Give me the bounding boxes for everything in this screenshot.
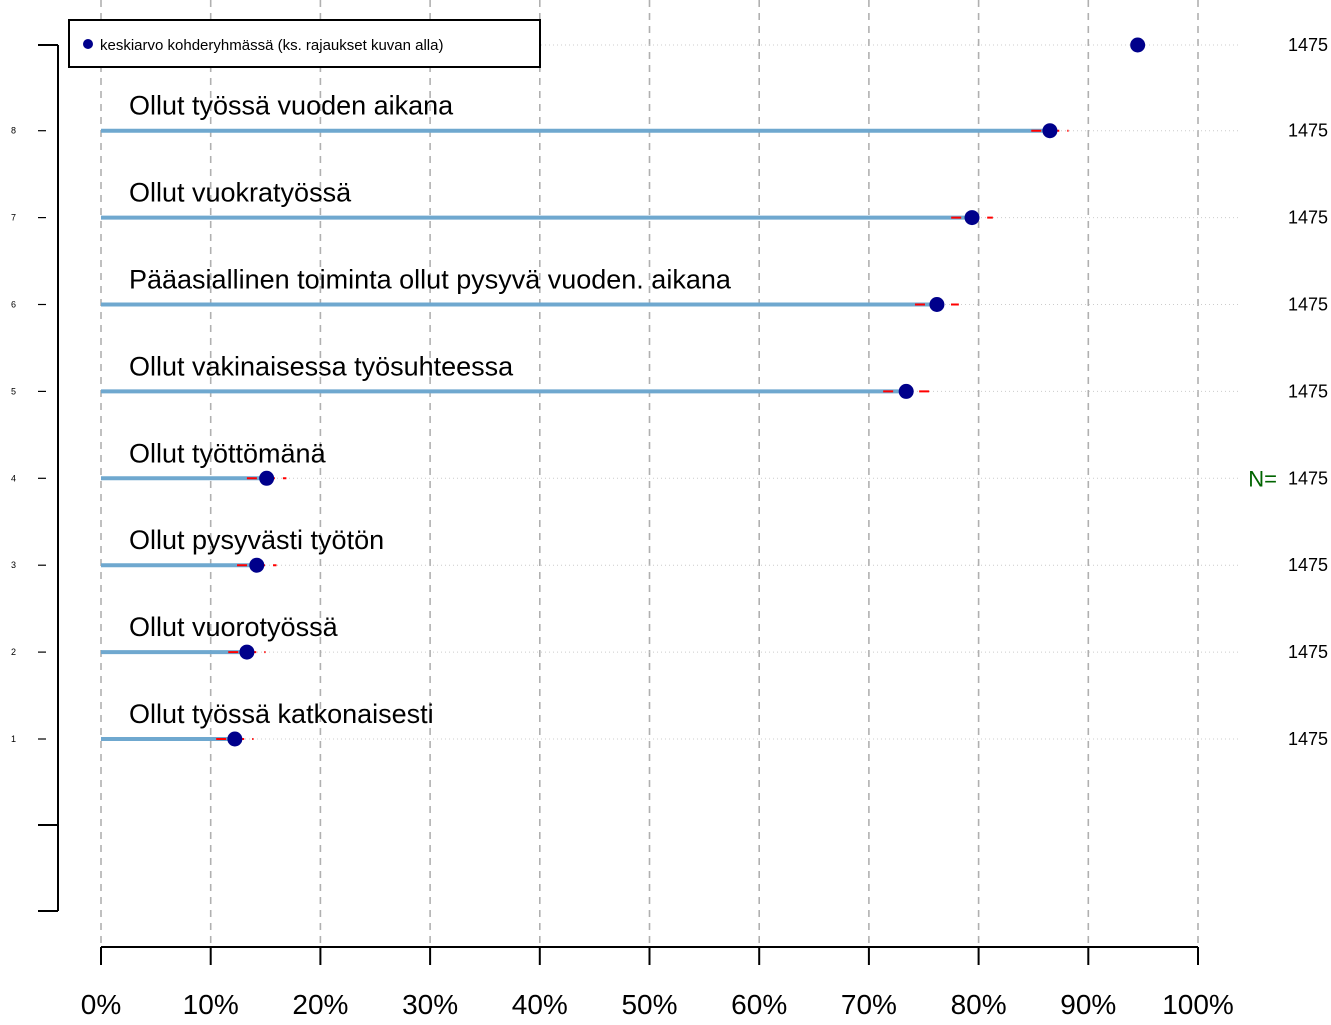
x-tick-label: 50% xyxy=(621,989,677,1020)
legend-point-icon xyxy=(83,39,93,49)
row-label: Ollut pysyvästi työtön xyxy=(129,525,384,555)
legend-label: keskiarvo kohderyhmässä (ks. rajaukset k… xyxy=(100,37,443,54)
value-point xyxy=(929,297,945,312)
n-label: 1475 xyxy=(1288,121,1328,141)
legend-mean-point xyxy=(1130,37,1146,53)
y-tick-label: 3 xyxy=(11,560,16,570)
n-label: 1475 xyxy=(1288,642,1328,662)
x-tick-label: 70% xyxy=(841,989,897,1020)
y-tick-label: 6 xyxy=(11,300,16,310)
x-tick-label: 100% xyxy=(1162,989,1234,1020)
n-label: 1475 xyxy=(1288,381,1328,401)
x-tick-label: 20% xyxy=(292,989,348,1020)
row-label: Ollut työttömänä xyxy=(129,438,327,468)
value-point xyxy=(249,557,265,573)
y-tick-label: 1 xyxy=(11,734,16,744)
x-tick-label: 60% xyxy=(731,989,787,1020)
n-label: 1475 xyxy=(1288,208,1328,228)
grid-layer xyxy=(100,0,1240,947)
y-tick-label: 5 xyxy=(11,386,16,396)
legend-n-label: 1475 xyxy=(1288,35,1328,55)
row-label: Ollut vuorotyössä xyxy=(129,612,339,642)
legend: keskiarvo kohderyhmässä (ks. rajaukset k… xyxy=(68,19,541,68)
row-label: Pääasiallinen toiminta ollut pysyvä vuod… xyxy=(129,265,732,295)
rows-layer: 1475 Ollut työssä vuoden aikana 1475 Ollut … xyxy=(101,35,1328,749)
value-point xyxy=(239,644,255,660)
y-tick-label: 7 xyxy=(11,213,16,223)
value-point xyxy=(898,383,914,399)
x-tick-label: 0% xyxy=(81,989,121,1020)
n-label: 1475 xyxy=(1288,729,1328,749)
x-tick-label: 30% xyxy=(402,989,458,1020)
row-label: Ollut työssä vuoden aikana xyxy=(129,91,454,121)
x-tick-label: 40% xyxy=(512,989,568,1020)
y-tick-label: 4 xyxy=(11,473,16,483)
row-label: Ollut vuokratyössä xyxy=(129,178,352,208)
x-tick-label: 80% xyxy=(951,989,1007,1020)
value-point xyxy=(964,210,980,226)
y-tick-label: 2 xyxy=(11,647,16,657)
x-tick-label: 90% xyxy=(1060,989,1116,1020)
n-label: 1475 xyxy=(1288,468,1328,488)
row-label: Ollut vakinaisessa työsuhteessa xyxy=(129,351,514,381)
n-prefix-label: N= xyxy=(1248,466,1277,491)
n-label: 1475 xyxy=(1288,555,1328,575)
y-tick-label: 8 xyxy=(11,126,16,136)
x-tick-label: 10% xyxy=(183,989,239,1020)
value-point xyxy=(259,470,275,486)
n-label: 1475 xyxy=(1288,295,1328,315)
value-point xyxy=(227,731,243,747)
value-point xyxy=(1042,123,1058,139)
row-label: Ollut työssä katkonaisesti xyxy=(129,699,434,729)
legend-box xyxy=(68,19,541,68)
